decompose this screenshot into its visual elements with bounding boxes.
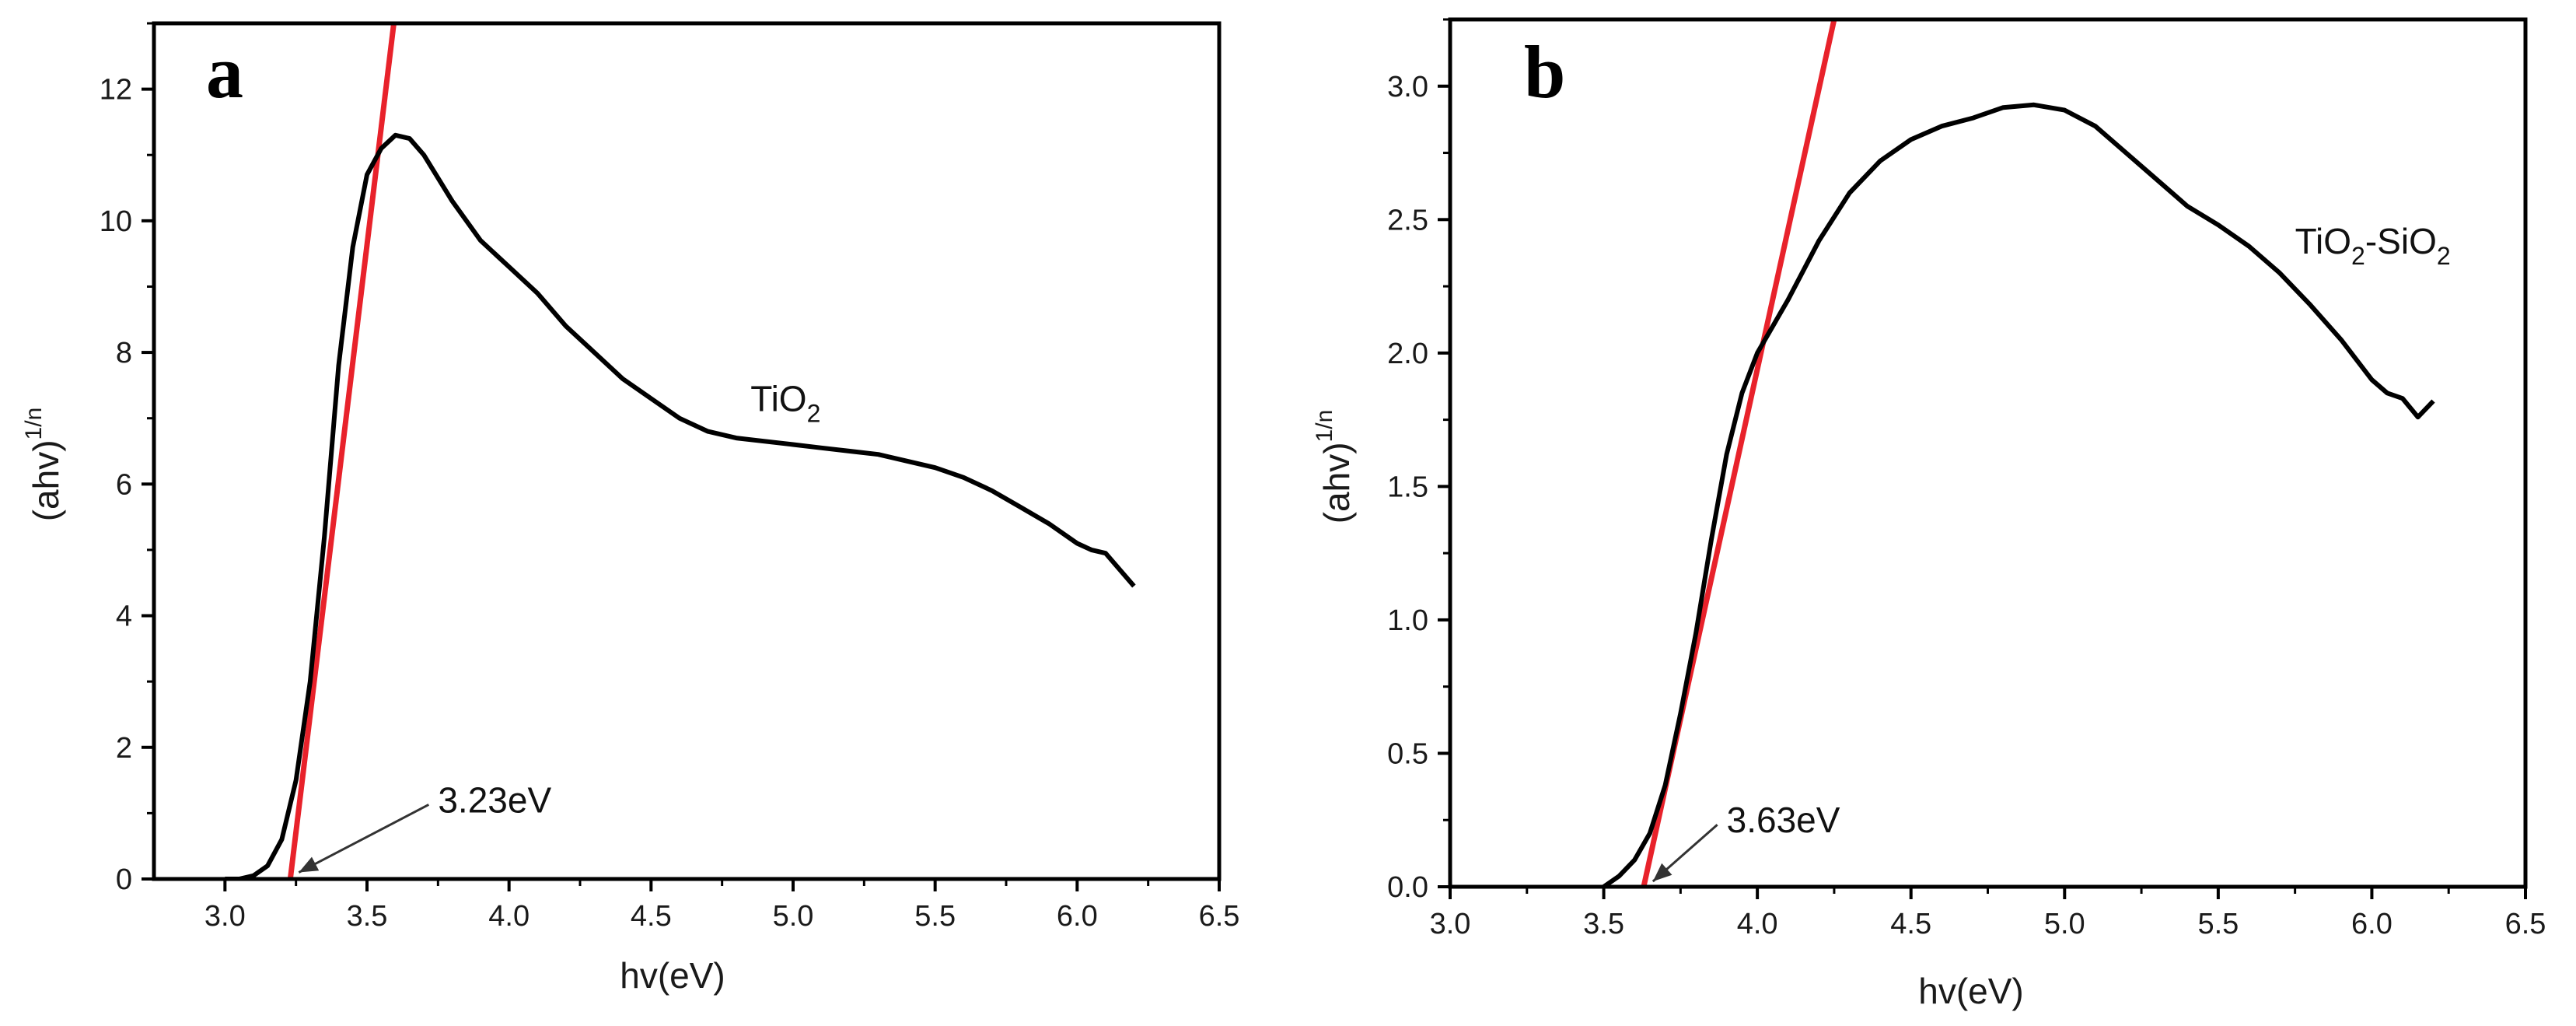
panel-letter-a: a [206, 30, 243, 114]
x-tick-label-b-4: 5.0 [2044, 908, 2085, 940]
y-tick-label-b-5: 2.5 [1387, 204, 1428, 236]
y-axis-label-a: (ahv)1/n [21, 408, 66, 522]
x-tick-label-b-0: 3.0 [1430, 908, 1471, 940]
y-axis-label-base-b: (ahv) [1316, 442, 1357, 524]
y-tick-label-b-6: 3.0 [1387, 71, 1428, 103]
y-tick-label-a-3: 6 [116, 468, 132, 501]
series-line-b-0 [1602, 102, 2435, 887]
x-tick-label-b-2: 4.0 [1737, 908, 1778, 940]
y-tick-label-a-2: 4 [116, 601, 132, 633]
x-tick-label-b-1: 3.5 [1583, 908, 1624, 940]
y-tick-label-b-1: 0.5 [1387, 737, 1428, 770]
x-axis-label-b: hv(eV) [1918, 971, 2023, 1011]
y-axis-label-sup-a: 1/n [21, 408, 47, 440]
annotation-arrowhead-b [1652, 863, 1672, 882]
x-tick-label-b-7: 6.5 [2505, 908, 2546, 940]
annotation-arrow-a [298, 804, 430, 874]
x-tick-label-b-6: 6.0 [2351, 908, 2392, 940]
x-tick-label-a-6: 6.0 [1057, 900, 1098, 933]
x-tick-label-a-1: 3.5 [347, 900, 388, 933]
y-tick-label-a-0: 0 [116, 863, 132, 896]
x-tick-label-a-3: 4.5 [631, 900, 672, 933]
panel-letter-b: b [1524, 30, 1565, 114]
y-axis-label-base-a: (ahv) [26, 439, 66, 521]
x-tick-label-a-4: 5.0 [773, 900, 814, 933]
y-tick-label-b-2: 1.0 [1387, 604, 1428, 637]
x-tick-label-a-7: 6.5 [1199, 900, 1240, 933]
y-axis-label-sup-b: 1/n [1312, 410, 1337, 443]
x-tick-label-a-5: 5.5 [914, 900, 956, 933]
bandgap-label-b: 3.63eV [1727, 800, 1840, 840]
y-tick-label-a-4: 8 [116, 337, 132, 369]
y-axis-label-b: (ahv)1/n [1312, 410, 1357, 524]
fit-line-a [287, 23, 397, 879]
y-tick-label-a-1: 2 [116, 732, 132, 765]
plot-frame-a [152, 21, 1222, 881]
series-label-b: TiO2-SiO2 [2295, 221, 2451, 270]
x-tick-label-a-0: 3.0 [204, 900, 246, 933]
bandgap-label-a: 3.23eV [438, 779, 551, 820]
x-tick-label-b-5: 5.5 [2197, 908, 2239, 940]
chart-panel-a: a hv(eV) (ahv)1/n 3.0 3.5 4.0 4.5 5.0 5.5 6.0 6… [21, 21, 1240, 996]
annotation-arrowhead-a [299, 856, 320, 873]
chart-panel-b: b hv(eV) (ahv)1/n 3.0 3.5 4.0 4.5 5.0 5.5 6.0 6… [1312, 17, 2546, 1011]
x-axis-label-a: hv(eV) [620, 955, 725, 996]
x-tick-label-a-2: 4.0 [488, 900, 530, 933]
y-tick-label-a-6: 12 [100, 74, 132, 107]
y-tick-label-a-5: 10 [100, 205, 132, 238]
x-tick-label-b-3: 4.5 [1890, 908, 1931, 940]
y-tick-label-b-4: 2.0 [1387, 338, 1428, 370]
y-tick-label-b-3: 1.5 [1387, 471, 1428, 503]
series-line-a-0 [225, 132, 1136, 879]
plot-frame-b [1448, 17, 2528, 889]
y-tick-label-b-0: 0.0 [1387, 871, 1428, 904]
series-label-a: TiO2 [750, 378, 820, 427]
